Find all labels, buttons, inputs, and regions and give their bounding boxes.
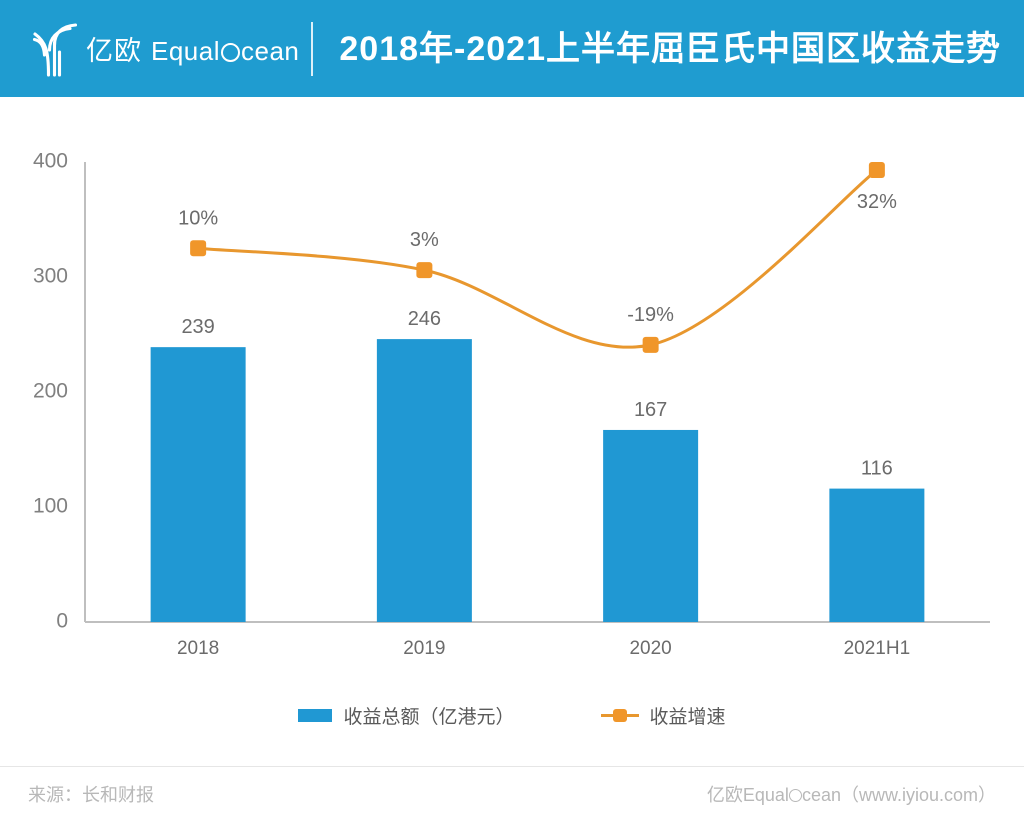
brand-logo: 亿欧 Equal cean	[0, 0, 299, 97]
line-value-label: 32%	[857, 191, 897, 213]
legend-item-growth[interactable]: 收益增速	[600, 702, 726, 729]
line-marker[interactable]	[868, 162, 885, 179]
y-axis: 0 100 200 300 400	[33, 150, 86, 633]
footer-credit-prefix: 亿欧Equal	[706, 785, 789, 805]
brand-name-en: Equal cean	[151, 36, 299, 67]
line-series	[196, 168, 879, 349]
header-divider	[311, 21, 314, 76]
brand-en-prefix: Equal	[151, 36, 220, 66]
bar[interactable]	[829, 488, 925, 622]
brand-wordmark: 亿欧 Equal cean	[86, 29, 299, 68]
legend-label-revenue: 收益总额（亿港元）	[343, 706, 515, 728]
line-value-label: -19%	[627, 304, 674, 326]
footer-divider	[0, 766, 1024, 767]
page-footer: 来源：长和财报 亿欧Equal cean（www.iyiou.com）	[0, 767, 1024, 821]
bar[interactable]	[150, 347, 246, 622]
bar-value-label: 239	[181, 316, 214, 338]
line-marker[interactable]	[416, 262, 433, 279]
page-title: 2018年-2021上半年屈臣氏中国区收益走势	[339, 29, 1001, 68]
x-category-label: 2020	[629, 638, 671, 659]
line-marker[interactable]	[190, 240, 207, 257]
y-tick-label: 300	[33, 265, 68, 288]
line-value-labels: 10% 3% -19% 32%	[178, 191, 897, 326]
bar-value-label: 167	[634, 399, 667, 421]
page-header: 亿欧 Equal cean 2018年-2021上半年屈臣氏中国区收益走势	[0, 0, 1024, 97]
legend-bar-swatch-icon	[298, 708, 333, 722]
x-axis: 2018 2019 2020 2021H1	[85, 621, 990, 659]
y-tick-label: 200	[33, 380, 68, 403]
footer-credit: 亿欧Equal cean（www.iyiou.com）	[707, 781, 996, 807]
x-category-label: 2021H1	[844, 638, 911, 659]
growth-line	[196, 168, 879, 349]
x-category-label: 2018	[177, 638, 219, 659]
footer-source: 来源：长和财报	[28, 785, 154, 805]
line-value-label: 10%	[178, 207, 218, 229]
bar-value-label: 116	[861, 458, 893, 480]
brand-en-suffix: cean	[241, 36, 300, 66]
y-tick-label: 0	[56, 610, 68, 633]
y-tick-label: 400	[33, 150, 68, 173]
equalocean-tree-icon	[32, 22, 78, 77]
legend-item-revenue[interactable]: 收益总额（亿港元）	[298, 702, 515, 729]
legend-line-swatch-icon	[600, 708, 639, 722]
bar[interactable]	[376, 339, 472, 622]
legend-label-growth: 收益增速	[649, 706, 726, 728]
brand-name-cn: 亿欧	[86, 36, 142, 66]
chart-area: 0 100 200 300 400 2018 2019 2020 2021H1 239 246 1…	[0, 97, 1024, 757]
bar-value-labels: 239 246 167 116	[181, 308, 892, 480]
line-marker[interactable]	[642, 336, 659, 353]
ocean-circle-icon	[221, 43, 240, 62]
y-tick-label: 100	[33, 495, 68, 518]
line-value-label: 3%	[410, 229, 439, 251]
bar-value-label: 246	[408, 308, 441, 330]
footer-credit-suffix: cean（www.iyiou.com）	[801, 785, 996, 805]
line-markers	[190, 162, 885, 353]
bar[interactable]	[603, 429, 699, 622]
x-category-label: 2019	[403, 638, 445, 659]
chart-legend: 收益总额（亿港元） 收益增速	[0, 695, 1024, 735]
ocean-circle-icon-small	[788, 789, 802, 802]
bar-series	[150, 339, 925, 622]
